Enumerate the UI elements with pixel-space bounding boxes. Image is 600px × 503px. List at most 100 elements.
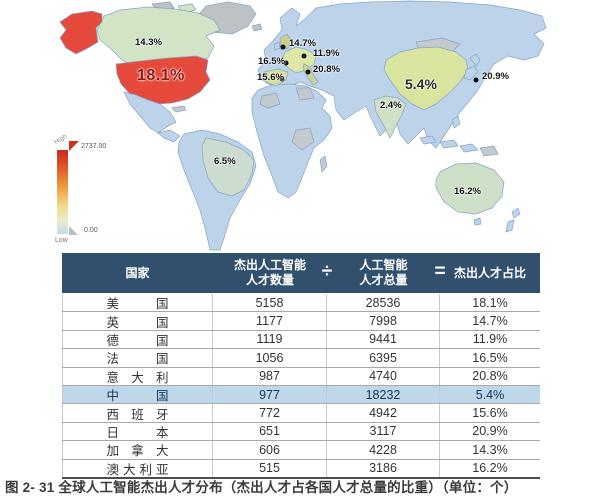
- table-body: 美国 5158 28536 18.1% 英国 1177 7998 14.7% 德国 1119 944…: [62, 294, 540, 479]
- table-row: 法国 1056 6395 16.5%: [62, 349, 540, 368]
- country-name: 法国: [106, 352, 169, 367]
- africa-country: [259, 92, 281, 109]
- total-talent-count: 3117: [327, 422, 440, 441]
- talent-ratio: 18.1%: [472, 295, 508, 310]
- table-row: 日本 651 3117 20.9%: [62, 422, 540, 442]
- outstanding-talent-count: 772: [213, 404, 327, 422]
- map-color-legend: High 2737.00 0.00 Low: [50, 133, 120, 248]
- africa-country: [295, 87, 315, 101]
- country-name: 加拿大: [106, 444, 169, 459]
- country-name: 美国: [106, 297, 169, 312]
- talent-ratio: 15.6%: [472, 406, 508, 421]
- country-cell: 意大利: [62, 367, 213, 385]
- country-cell: 英国: [62, 312, 213, 330]
- total-talent-count: 7998: [327, 312, 440, 330]
- outstanding-talent-count: 987: [213, 367, 327, 385]
- country-name: 西班牙: [106, 407, 169, 422]
- equals-symbol: =: [434, 261, 446, 283]
- world-map-svg: [59, 0, 547, 251]
- country-usa: [115, 55, 211, 105]
- outstanding-talent-count: 1056: [213, 349, 327, 367]
- island-tasmania: [473, 217, 482, 226]
- table-row: 澳大利亚 515 3186 16.2%: [62, 459, 540, 477]
- talent-ratio: 14.7%: [472, 314, 508, 329]
- talent-ratio: 20.8%: [472, 369, 508, 384]
- legend-high-triangle-icon: [69, 141, 79, 151]
- country-iceland: [251, 23, 263, 32]
- country-brazil: [201, 137, 255, 197]
- table-header: 国家 杰出人工智能 人才数量 人工智能 人才总量 杰出人才占比 ÷ =: [62, 253, 540, 293]
- header-total-count-line2: 人才总量: [359, 273, 408, 287]
- island-new-guinea: [479, 145, 499, 157]
- country-cell: 加拿大: [62, 441, 213, 459]
- total-talent-count: 4228: [327, 441, 440, 459]
- outstanding-talent-count: 515: [213, 459, 327, 477]
- country-japan: [469, 53, 481, 67]
- legend-min-value: 0.00: [84, 227, 98, 234]
- region-central-america: [157, 129, 181, 143]
- island-indonesia: [459, 143, 479, 153]
- divide-symbol: ÷: [321, 261, 333, 283]
- header-total-count-line1: 人工智能: [359, 258, 408, 272]
- total-talent-count: 4740: [327, 367, 440, 385]
- outstanding-talent-count: 977: [213, 385, 327, 404]
- header-outstanding-count-line2: 人才数量: [245, 273, 294, 287]
- talent-ratio: 5.4%: [475, 387, 505, 402]
- island-madagascar: [319, 155, 328, 173]
- outstanding-talent-count: 1177: [213, 312, 327, 330]
- country-ireland: [273, 41, 281, 51]
- table-row: 德国 1119 9441 11.9%: [62, 330, 540, 350]
- country-japan: [463, 65, 479, 81]
- island-philippines: [451, 115, 461, 129]
- country-mexico: [123, 91, 177, 134]
- country-italy: [302, 63, 319, 86]
- total-talent-count: 28536: [327, 294, 440, 312]
- country-cell: 德国: [62, 330, 213, 349]
- total-talent-count: 3186: [327, 459, 440, 477]
- table-row: 英国 1177 7998 14.7%: [62, 312, 540, 331]
- country-name: 中国: [106, 389, 169, 404]
- talent-ratio: 16.5%: [472, 350, 508, 365]
- country-name: 日本: [106, 425, 169, 440]
- header-outstanding-count-line1: 杰出人工智能: [233, 258, 306, 272]
- legend-low-label: Low: [55, 237, 68, 244]
- table-row: 美国 5158 28536 18.1%: [62, 294, 540, 313]
- island-indonesia: [419, 135, 437, 145]
- region-alaska: [59, 10, 103, 55]
- table-row: 中国 977 18232 5.4%: [62, 385, 540, 405]
- country-cell: 美国: [62, 294, 213, 312]
- country-india: [373, 95, 407, 139]
- country-name: 澳大利亚: [106, 462, 169, 477]
- table-row: 加拿大 606 4228 14.3%: [62, 441, 540, 460]
- talent-ratio: 16.2%: [472, 461, 508, 476]
- talent-ratio: 20.9%: [472, 424, 508, 439]
- header-total-count: 人工智能 人才总量: [327, 258, 440, 288]
- country-cell: 日本: [62, 422, 213, 441]
- world-map: 14.3% 18.1% 14.7% 11.9% 16.5% 20.8% 15.6% 5.4% 2…: [50, 0, 547, 251]
- country-spain: [263, 68, 289, 87]
- header-outstanding-count: 杰出人工智能 人才数量: [213, 258, 327, 288]
- total-talent-count: 18232: [327, 385, 440, 404]
- country-australia: [435, 162, 505, 215]
- country-china: [383, 46, 469, 111]
- country-name: 德国: [106, 333, 169, 348]
- legend-max-value: 2737.00: [81, 143, 107, 150]
- africa-country: [291, 127, 315, 151]
- country-cell: 西班牙: [62, 404, 213, 422]
- data-table: 国家 杰出人工智能 人才数量 人工智能 人才总量 杰出人才占比 ÷ = 美国 51…: [62, 253, 540, 479]
- country-new-zealand: [505, 219, 515, 233]
- outstanding-talent-count: 606: [213, 441, 327, 459]
- country-cell: 澳大利亚: [62, 459, 213, 477]
- country-name: 英国: [106, 315, 169, 330]
- figure-caption: 图 2- 31 全球人工智能杰出人才分布（杰出人才占各国人才总量的比重）（单位：…: [5, 480, 518, 495]
- island-indonesia: [439, 139, 459, 149]
- outstanding-talent-count: 651: [213, 422, 327, 441]
- legend-low-triangle-icon: [69, 226, 78, 235]
- outstanding-talent-count: 1119: [213, 330, 327, 349]
- table-row: 意大利 987 4740 20.8%: [62, 367, 540, 386]
- country-cell: 法国: [62, 349, 213, 367]
- talent-ratio: 11.9%: [472, 332, 508, 347]
- header-ratio: 杰出人才占比: [453, 265, 526, 280]
- header-country: 国家: [125, 265, 150, 280]
